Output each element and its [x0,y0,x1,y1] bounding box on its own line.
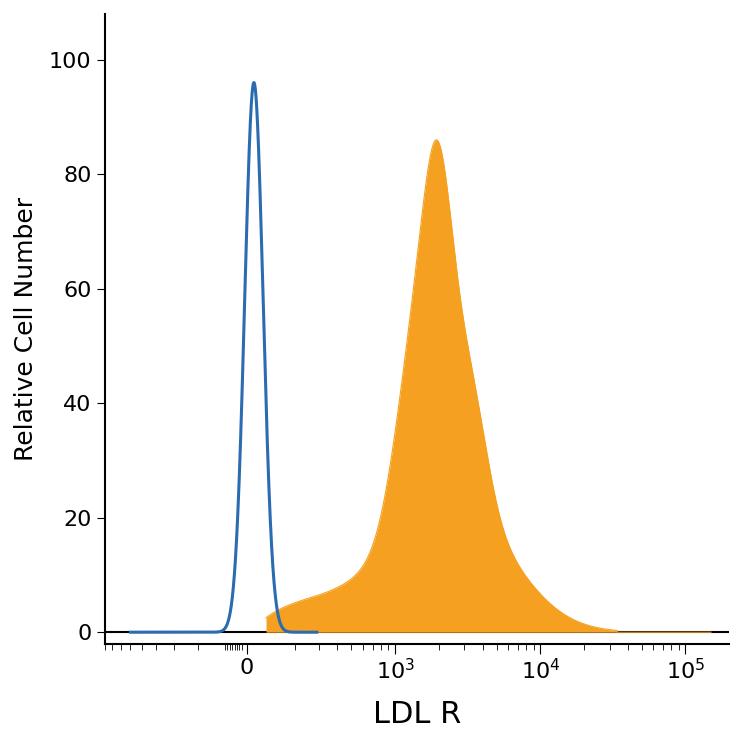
Y-axis label: Relative Cell Number: Relative Cell Number [14,197,38,461]
X-axis label: LDL R: LDL R [373,700,461,729]
